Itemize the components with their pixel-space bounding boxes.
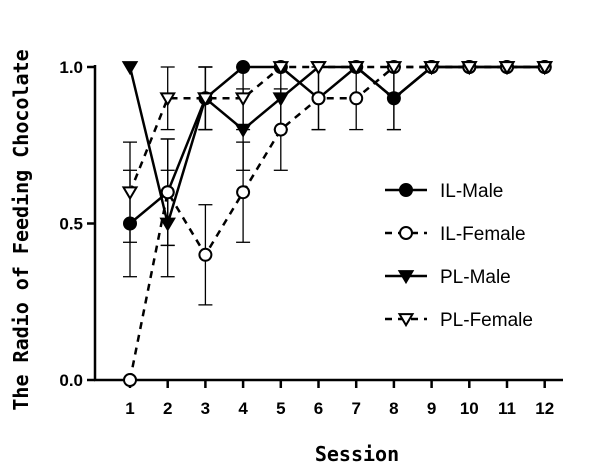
pl-female-point bbox=[159, 92, 176, 107]
pl-female-point bbox=[461, 61, 478, 76]
x-tick-label: 4 bbox=[238, 399, 248, 418]
il-female-point bbox=[198, 247, 213, 262]
legend-il-female-label: IL-Female bbox=[440, 224, 526, 245]
pl-female-point bbox=[310, 61, 327, 76]
legend-pl-male-marker bbox=[397, 270, 415, 285]
legend-il-female-marker bbox=[399, 226, 413, 240]
il-female-point bbox=[123, 373, 137, 387]
pl-female-point bbox=[423, 61, 440, 76]
pl-male-point bbox=[272, 92, 290, 107]
x-tick-label: 2 bbox=[163, 399, 172, 418]
pl-female-point bbox=[197, 92, 214, 107]
x-axis-title: Session bbox=[315, 442, 399, 466]
pl-female-point bbox=[272, 61, 290, 76]
legend-il-male-label: IL-Male bbox=[440, 181, 503, 202]
x-tick-label: 5 bbox=[276, 399, 285, 418]
pl-female-point bbox=[536, 61, 553, 76]
x-tick-label: 9 bbox=[427, 399, 436, 418]
x-tick-label: 11 bbox=[498, 399, 516, 418]
pl-female-point bbox=[347, 61, 365, 76]
pl-female-point bbox=[234, 92, 252, 107]
y-tick-label: 1.0 bbox=[59, 58, 83, 77]
pl-female-point bbox=[121, 186, 139, 201]
x-tick-label: 7 bbox=[351, 399, 360, 418]
il-female-point bbox=[160, 185, 175, 200]
legend: IL-Male IL-Female PL-Male PL-Female bbox=[385, 181, 533, 331]
legend-pl-female-marker bbox=[397, 313, 415, 328]
il-female-point bbox=[311, 91, 326, 106]
tick-labels: 0.00.51.01 2 3 4 5 6 7 8 9 10 11 12 bbox=[59, 58, 554, 418]
y-axis-title: The Radio of Feeding Chocolate bbox=[9, 49, 33, 410]
il-male-point bbox=[236, 60, 251, 74]
y-tick-label: 0.0 bbox=[59, 371, 83, 390]
pl-female-point bbox=[385, 61, 403, 76]
il-female-point bbox=[349, 91, 364, 106]
legend-pl-female-label: PL-Female bbox=[440, 310, 533, 331]
x-tick-label: 6 bbox=[314, 399, 323, 418]
legend-il-male-marker bbox=[399, 183, 413, 197]
il-female-point bbox=[273, 122, 288, 137]
pl-male-point bbox=[234, 123, 252, 138]
il-male-point bbox=[123, 216, 137, 231]
legend-pl-male-label: PL-Male bbox=[440, 267, 511, 288]
x-tick-label: 1 bbox=[125, 399, 134, 418]
pl-male-point bbox=[385, 92, 403, 107]
x-tick-label: 10 bbox=[460, 399, 479, 418]
x-tick-label: 8 bbox=[389, 399, 398, 418]
series-markers bbox=[121, 60, 553, 387]
x-tick-label: 12 bbox=[535, 399, 554, 418]
pl-male-point bbox=[159, 217, 176, 232]
x-tick-label: 3 bbox=[201, 399, 210, 418]
pl-male-point bbox=[121, 61, 139, 76]
y-tick-label: 0.5 bbox=[59, 215, 83, 234]
il-female-point bbox=[236, 185, 251, 200]
pl-female-point bbox=[498, 61, 516, 76]
